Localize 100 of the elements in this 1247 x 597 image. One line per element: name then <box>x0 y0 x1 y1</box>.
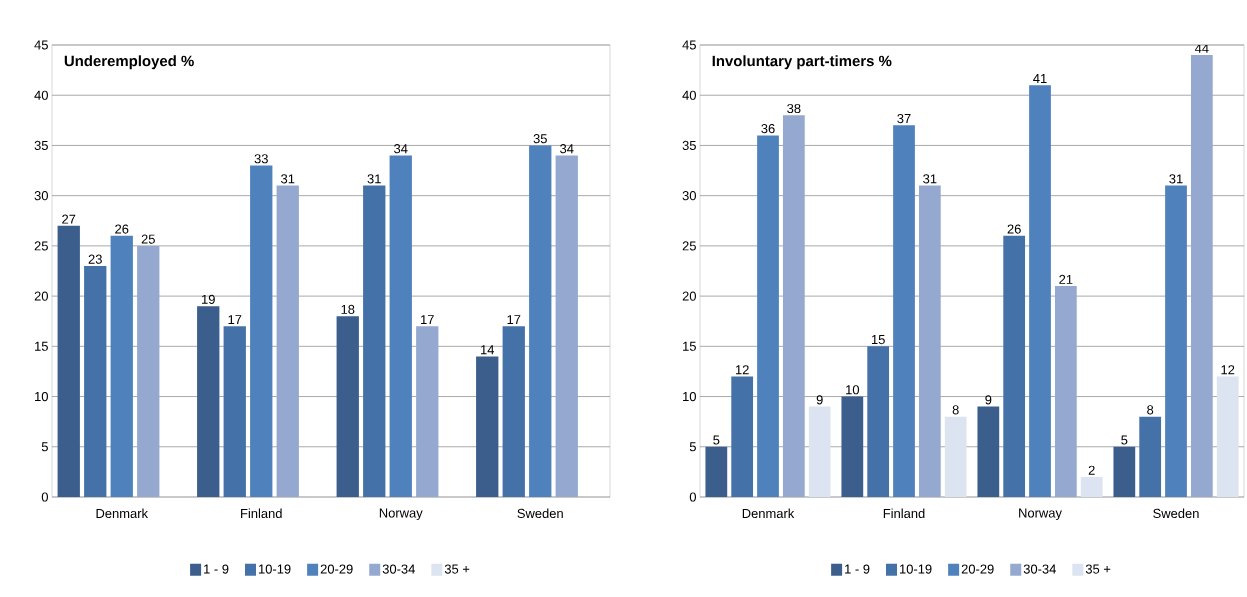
data-label: 31 <box>281 174 295 184</box>
bar <box>944 416 967 497</box>
bar <box>1080 476 1103 497</box>
y-tick-label: 10 <box>35 391 48 402</box>
data-label: 12 <box>735 365 749 375</box>
y-tick-label: 20 <box>682 291 696 301</box>
data-label: 10 <box>846 385 860 395</box>
x-tick-label: Norway <box>379 508 423 521</box>
x-tick-label: Denmark <box>96 508 149 519</box>
legend-label: 10-19 <box>900 564 932 574</box>
data-label: 5 <box>713 435 720 445</box>
data-label: 19 <box>202 294 215 304</box>
y-tick-label: 15 <box>35 341 48 351</box>
bar <box>731 376 754 497</box>
data-label: 25 <box>141 234 155 244</box>
bar <box>250 165 273 497</box>
x-tick-label: Norway <box>1019 508 1062 521</box>
y-tick-label: 40 <box>34 90 48 100</box>
legend-label: 30-34 <box>382 564 415 574</box>
bar <box>137 245 160 497</box>
y-tick-label: 35 <box>682 140 696 151</box>
bar <box>363 185 386 497</box>
bar <box>336 316 359 497</box>
bar <box>476 356 499 497</box>
data-label: 26 <box>115 224 129 234</box>
bar <box>1139 416 1162 497</box>
legend-label: 20-29 <box>320 564 353 574</box>
legend-label: 1 - 9 <box>845 564 870 574</box>
data-label: 37 <box>897 113 911 124</box>
data-label: 8 <box>1147 405 1154 415</box>
data-label: 38 <box>787 103 801 114</box>
bar <box>57 225 80 497</box>
y-tick-label: 30 <box>34 191 48 201</box>
data-label: 31 <box>367 174 381 184</box>
x-tick-label: Finland <box>883 508 925 519</box>
data-label: 27 <box>62 214 76 224</box>
bar <box>416 326 439 497</box>
y-tick-label: 0 <box>689 492 696 502</box>
data-label: 34 <box>560 144 574 154</box>
data-label: 2 <box>1088 465 1095 475</box>
bar <box>1216 376 1239 497</box>
bar <box>529 145 552 497</box>
y-tick-label: 5 <box>689 442 696 452</box>
bar <box>782 115 805 497</box>
bar <box>918 185 941 497</box>
data-label: 41 <box>1033 74 1047 83</box>
bar <box>389 155 412 497</box>
data-label: 34 <box>394 144 408 154</box>
data-label: 8 <box>952 405 959 415</box>
y-tick-label: 10 <box>683 391 696 402</box>
data-label: 31 <box>923 174 937 184</box>
y-tick-label: 5 <box>41 442 48 452</box>
bar <box>555 155 578 497</box>
data-label: 36 <box>761 124 775 134</box>
y-tick-label: 20 <box>34 291 48 301</box>
bar <box>705 446 728 497</box>
bar <box>1113 446 1136 497</box>
legend-label: 10-19 <box>258 564 291 574</box>
x-tick-label: Sweden <box>517 508 563 519</box>
bar <box>276 185 299 497</box>
data-label: 21 <box>1059 274 1073 284</box>
data-label: 33 <box>254 154 268 164</box>
bar <box>841 396 864 497</box>
legend-label: 20-29 <box>961 564 994 574</box>
x-tick-label: Denmark <box>742 508 795 519</box>
x-tick-label: Finland <box>241 508 282 519</box>
data-label: 12 <box>1221 365 1235 375</box>
data-label: 9 <box>985 395 992 405</box>
bar <box>110 235 133 497</box>
bar <box>197 306 220 497</box>
data-label: 9 <box>816 395 823 405</box>
bar <box>867 346 890 497</box>
y-tick-label: 35 <box>34 140 48 151</box>
y-tick-label: 15 <box>683 341 696 351</box>
legend-label: 30-34 <box>1023 564 1056 574</box>
bar <box>1003 235 1026 497</box>
data-label: 14 <box>481 345 495 355</box>
bar <box>893 125 915 497</box>
bar <box>84 265 107 497</box>
data-label: 17 <box>507 315 521 325</box>
bar <box>977 406 1000 497</box>
y-tick-label: 40 <box>682 90 696 100</box>
y-tick-label: 30 <box>682 191 696 201</box>
bar <box>1165 185 1187 497</box>
bar <box>502 326 525 497</box>
data-label: 5 <box>1121 435 1128 445</box>
y-tick-label: 25 <box>34 241 48 251</box>
text: Involuntary part-timers % <box>712 55 892 70</box>
y-tick-label: 0 <box>41 492 48 502</box>
data-label: 35 <box>533 134 547 144</box>
y-tick-label: 45 <box>682 40 696 50</box>
data-label: 31 <box>1169 174 1183 184</box>
bar <box>1054 286 1077 497</box>
bar <box>808 406 831 497</box>
legend-label: 1 - 9 <box>204 564 229 574</box>
y-tick-label: 45 <box>34 40 48 50</box>
legend-label: 35 + <box>444 564 470 574</box>
text: Underemployed % <box>64 55 194 70</box>
bar <box>1190 55 1213 497</box>
bar <box>223 326 246 497</box>
